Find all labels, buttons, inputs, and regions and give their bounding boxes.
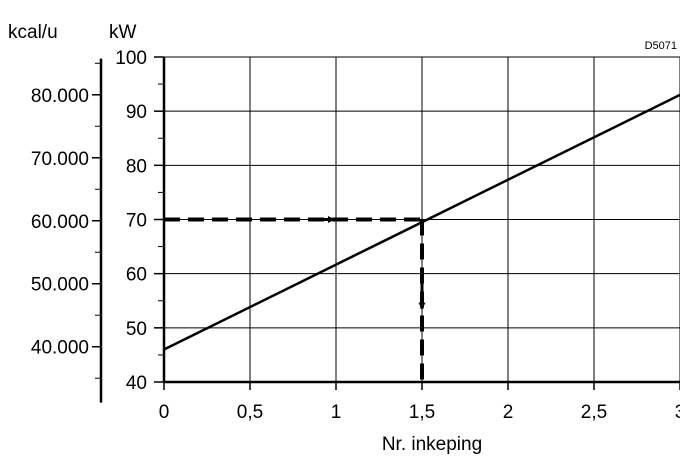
secondary-tick-label: 60.000 [31, 212, 89, 233]
y-tick-label: 50 [126, 319, 147, 340]
secondary-unit-label: kcal/u [8, 22, 58, 43]
ticks: 40 50 60 70 80 90 100 0 0,5 1 1,5 2 2,5 3 40.000 50.000… [31, 48, 680, 423]
series [163, 93, 680, 351]
annotation [164, 216, 426, 382]
y-tick-label: 70 [126, 211, 147, 232]
y-tick-label: 100 [115, 48, 147, 69]
x-axis-title: Nr. inkeping [382, 434, 482, 455]
x-tick-label: 3 [675, 402, 680, 423]
y-tick-label: 90 [126, 102, 147, 123]
secondary-tick-label: 70.000 [31, 149, 89, 170]
x-tick-label: 2 [503, 402, 514, 423]
y-tick-label: 40 [126, 373, 147, 394]
secondary-tick-label: 80.000 [31, 86, 89, 107]
x-tick-label: 0,5 [237, 402, 263, 423]
axes [99, 57, 680, 403]
y-tick-label: 60 [126, 265, 147, 286]
secondary-tick-label: 50.000 [31, 275, 89, 296]
x-tick-label: 1,5 [409, 402, 435, 423]
y-tick-label: 80 [126, 156, 147, 177]
figure-code: D5071 [645, 40, 677, 52]
x-tick-label: 0 [159, 402, 170, 423]
series-line [163, 93, 680, 351]
x-tick-label: 1 [331, 402, 342, 423]
primary-unit-label: kW [109, 22, 137, 43]
secondary-tick-label: 40.000 [31, 338, 89, 359]
x-tick-label: 2,5 [581, 402, 607, 423]
